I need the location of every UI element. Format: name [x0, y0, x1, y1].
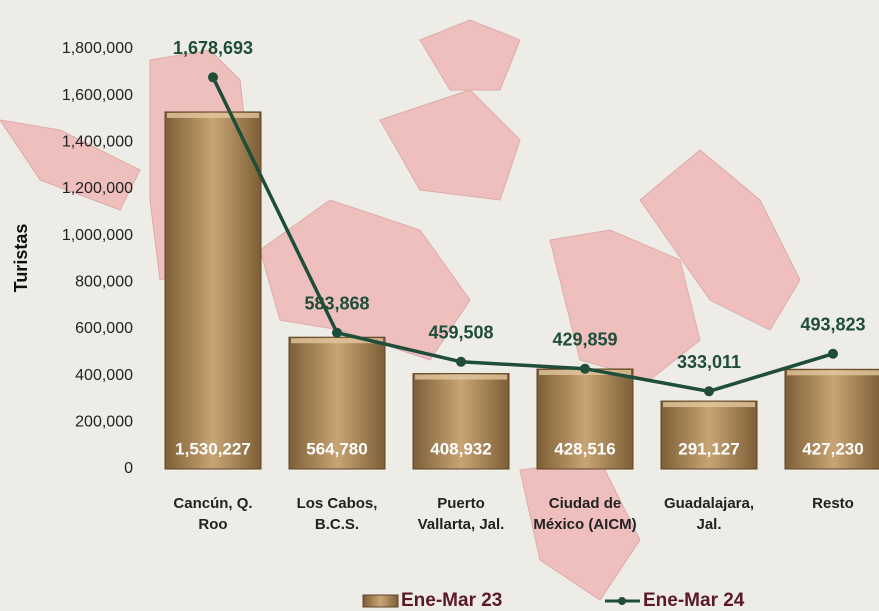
line-point [208, 72, 218, 83]
bar [536, 368, 634, 470]
y-tick-label: 1,600,000 [62, 87, 133, 104]
bar-bevel [167, 112, 259, 118]
y-tick-label: 0 [124, 460, 133, 477]
line-point [828, 348, 838, 359]
legend-swatch-point [618, 597, 626, 605]
x-tick-label: Ciudad de México (AICM) [533, 495, 637, 533]
bar-value-label: 408,932 [430, 439, 491, 458]
bar-bevel [415, 374, 507, 380]
legend-label: Ene-Mar 23 [401, 590, 502, 611]
bar-value-label: 1,530,227 [175, 439, 251, 458]
bar-value-label: 291,127 [678, 439, 739, 458]
bar-value-label: 427,230 [802, 439, 863, 458]
y-tick-label: 1,800,000 [62, 40, 133, 57]
bar [288, 336, 386, 470]
bar-bevel [291, 338, 383, 344]
legend-label: Ene-Mar 24 [643, 590, 745, 611]
line-value-label: 1,678,693 [173, 38, 253, 58]
x-tick-label: Cancún, Q. Roo [173, 495, 253, 533]
line-value-label: 583,868 [304, 294, 369, 314]
line-point [704, 386, 714, 397]
bar-bevel [787, 370, 879, 376]
y-tick-label: 800,000 [75, 274, 133, 291]
y-tick-label: 1,000,000 [62, 227, 133, 244]
bar-bevel [663, 402, 755, 408]
y-tick-label: 1,400,000 [62, 134, 133, 151]
bar [660, 400, 758, 470]
line-value-label: 459,508 [428, 323, 493, 343]
x-tick-label: Guadalajara, Jal. [663, 495, 755, 533]
bar [164, 111, 262, 470]
y-tick-label: 600,000 [75, 320, 133, 337]
y-tick-label: 1,200,000 [62, 180, 133, 197]
line [211, 76, 834, 394]
x-tick-label: Los Cabos, B.C.S. [296, 495, 378, 533]
line-value-label: 333,011 [677, 352, 741, 372]
x-tick-label: Puerto Vallarta, Jal. [417, 495, 505, 533]
bar-value-label: 564,780 [306, 439, 367, 458]
line-value-label: 493,823 [800, 315, 865, 335]
line-point [456, 356, 466, 367]
bar [784, 368, 879, 470]
line-point [332, 327, 342, 338]
y-axis-title: Turistas [11, 224, 31, 293]
x-tick-label: Resto [812, 495, 854, 512]
line-point [580, 363, 590, 374]
bar-value-label: 428,516 [554, 439, 615, 458]
bar [412, 373, 510, 470]
y-tick-label: 200,000 [75, 414, 133, 431]
line-value-label: 429,859 [552, 329, 617, 349]
y-tick-label: 400,000 [75, 367, 133, 384]
legend-swatch [362, 594, 399, 608]
